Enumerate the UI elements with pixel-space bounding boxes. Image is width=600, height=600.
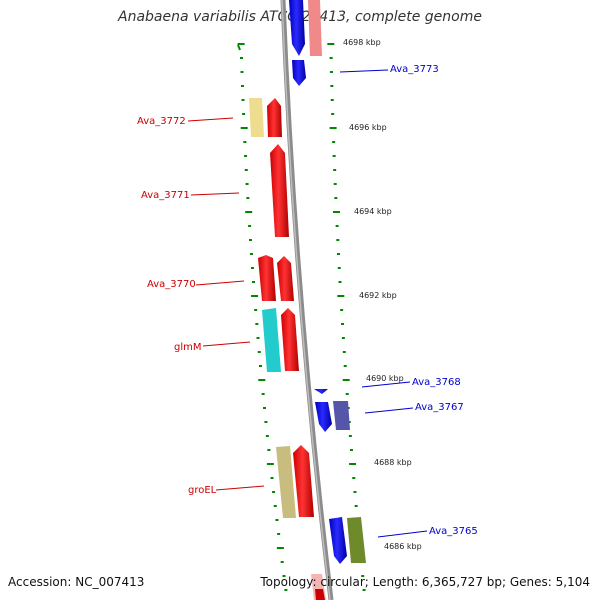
gene-label-glmM[interactable]: glmM	[174, 342, 202, 353]
gene-ava3773-upper[interactable]	[289, 0, 322, 56]
position-label: 4692 kbp	[359, 291, 397, 300]
gene-label-ava3770[interactable]: Ava_3770	[147, 279, 196, 290]
genome-backbone	[280, 0, 334, 600]
gene-label-ava3772[interactable]: Ava_3772	[137, 116, 186, 127]
position-label: 4696 kbp	[349, 123, 387, 132]
gene-label-ava3773[interactable]: Ava_3773	[390, 64, 439, 75]
gene-ava3768[interactable]	[314, 389, 328, 394]
position-label: 4698 kbp	[343, 38, 381, 47]
gene-label-ava3767[interactable]: Ava_3767	[415, 402, 464, 413]
gene-glmM[interactable]	[262, 308, 299, 372]
left-ticks	[237, 43, 288, 591]
position-label: 4686 kbp	[384, 542, 422, 551]
gene-ava3765[interactable]	[329, 517, 366, 564]
left-tick-ring	[237, 44, 241, 51]
gene-label-ava3765[interactable]: Ava_3765	[429, 526, 478, 537]
gene-ava3771[interactable]	[270, 144, 289, 237]
gene-ava3770[interactable]	[258, 255, 294, 301]
gene-label-groEL[interactable]: groEL	[188, 485, 217, 496]
leader-lines	[187, 69, 428, 538]
gene-label-ava3768[interactable]: Ava_3768	[412, 377, 461, 388]
position-label: 4694 kbp	[354, 207, 392, 216]
gene-bottom[interactable]	[311, 574, 326, 600]
gene-ava3772[interactable]	[249, 98, 282, 137]
gene-label-ava3771[interactable]: Ava_3771	[141, 190, 190, 201]
accession-text: Accession: NC_007413	[8, 575, 145, 589]
gene-ava3767[interactable]	[315, 401, 350, 432]
position-label: 4688 kbp	[374, 458, 412, 467]
topology-text: Topology: circular; Length: 6,365,727 bp…	[260, 575, 590, 589]
gene-ava3773[interactable]	[292, 60, 306, 86]
position-label: 4690 kbp	[366, 374, 404, 383]
gene-groEL[interactable]	[276, 445, 314, 518]
